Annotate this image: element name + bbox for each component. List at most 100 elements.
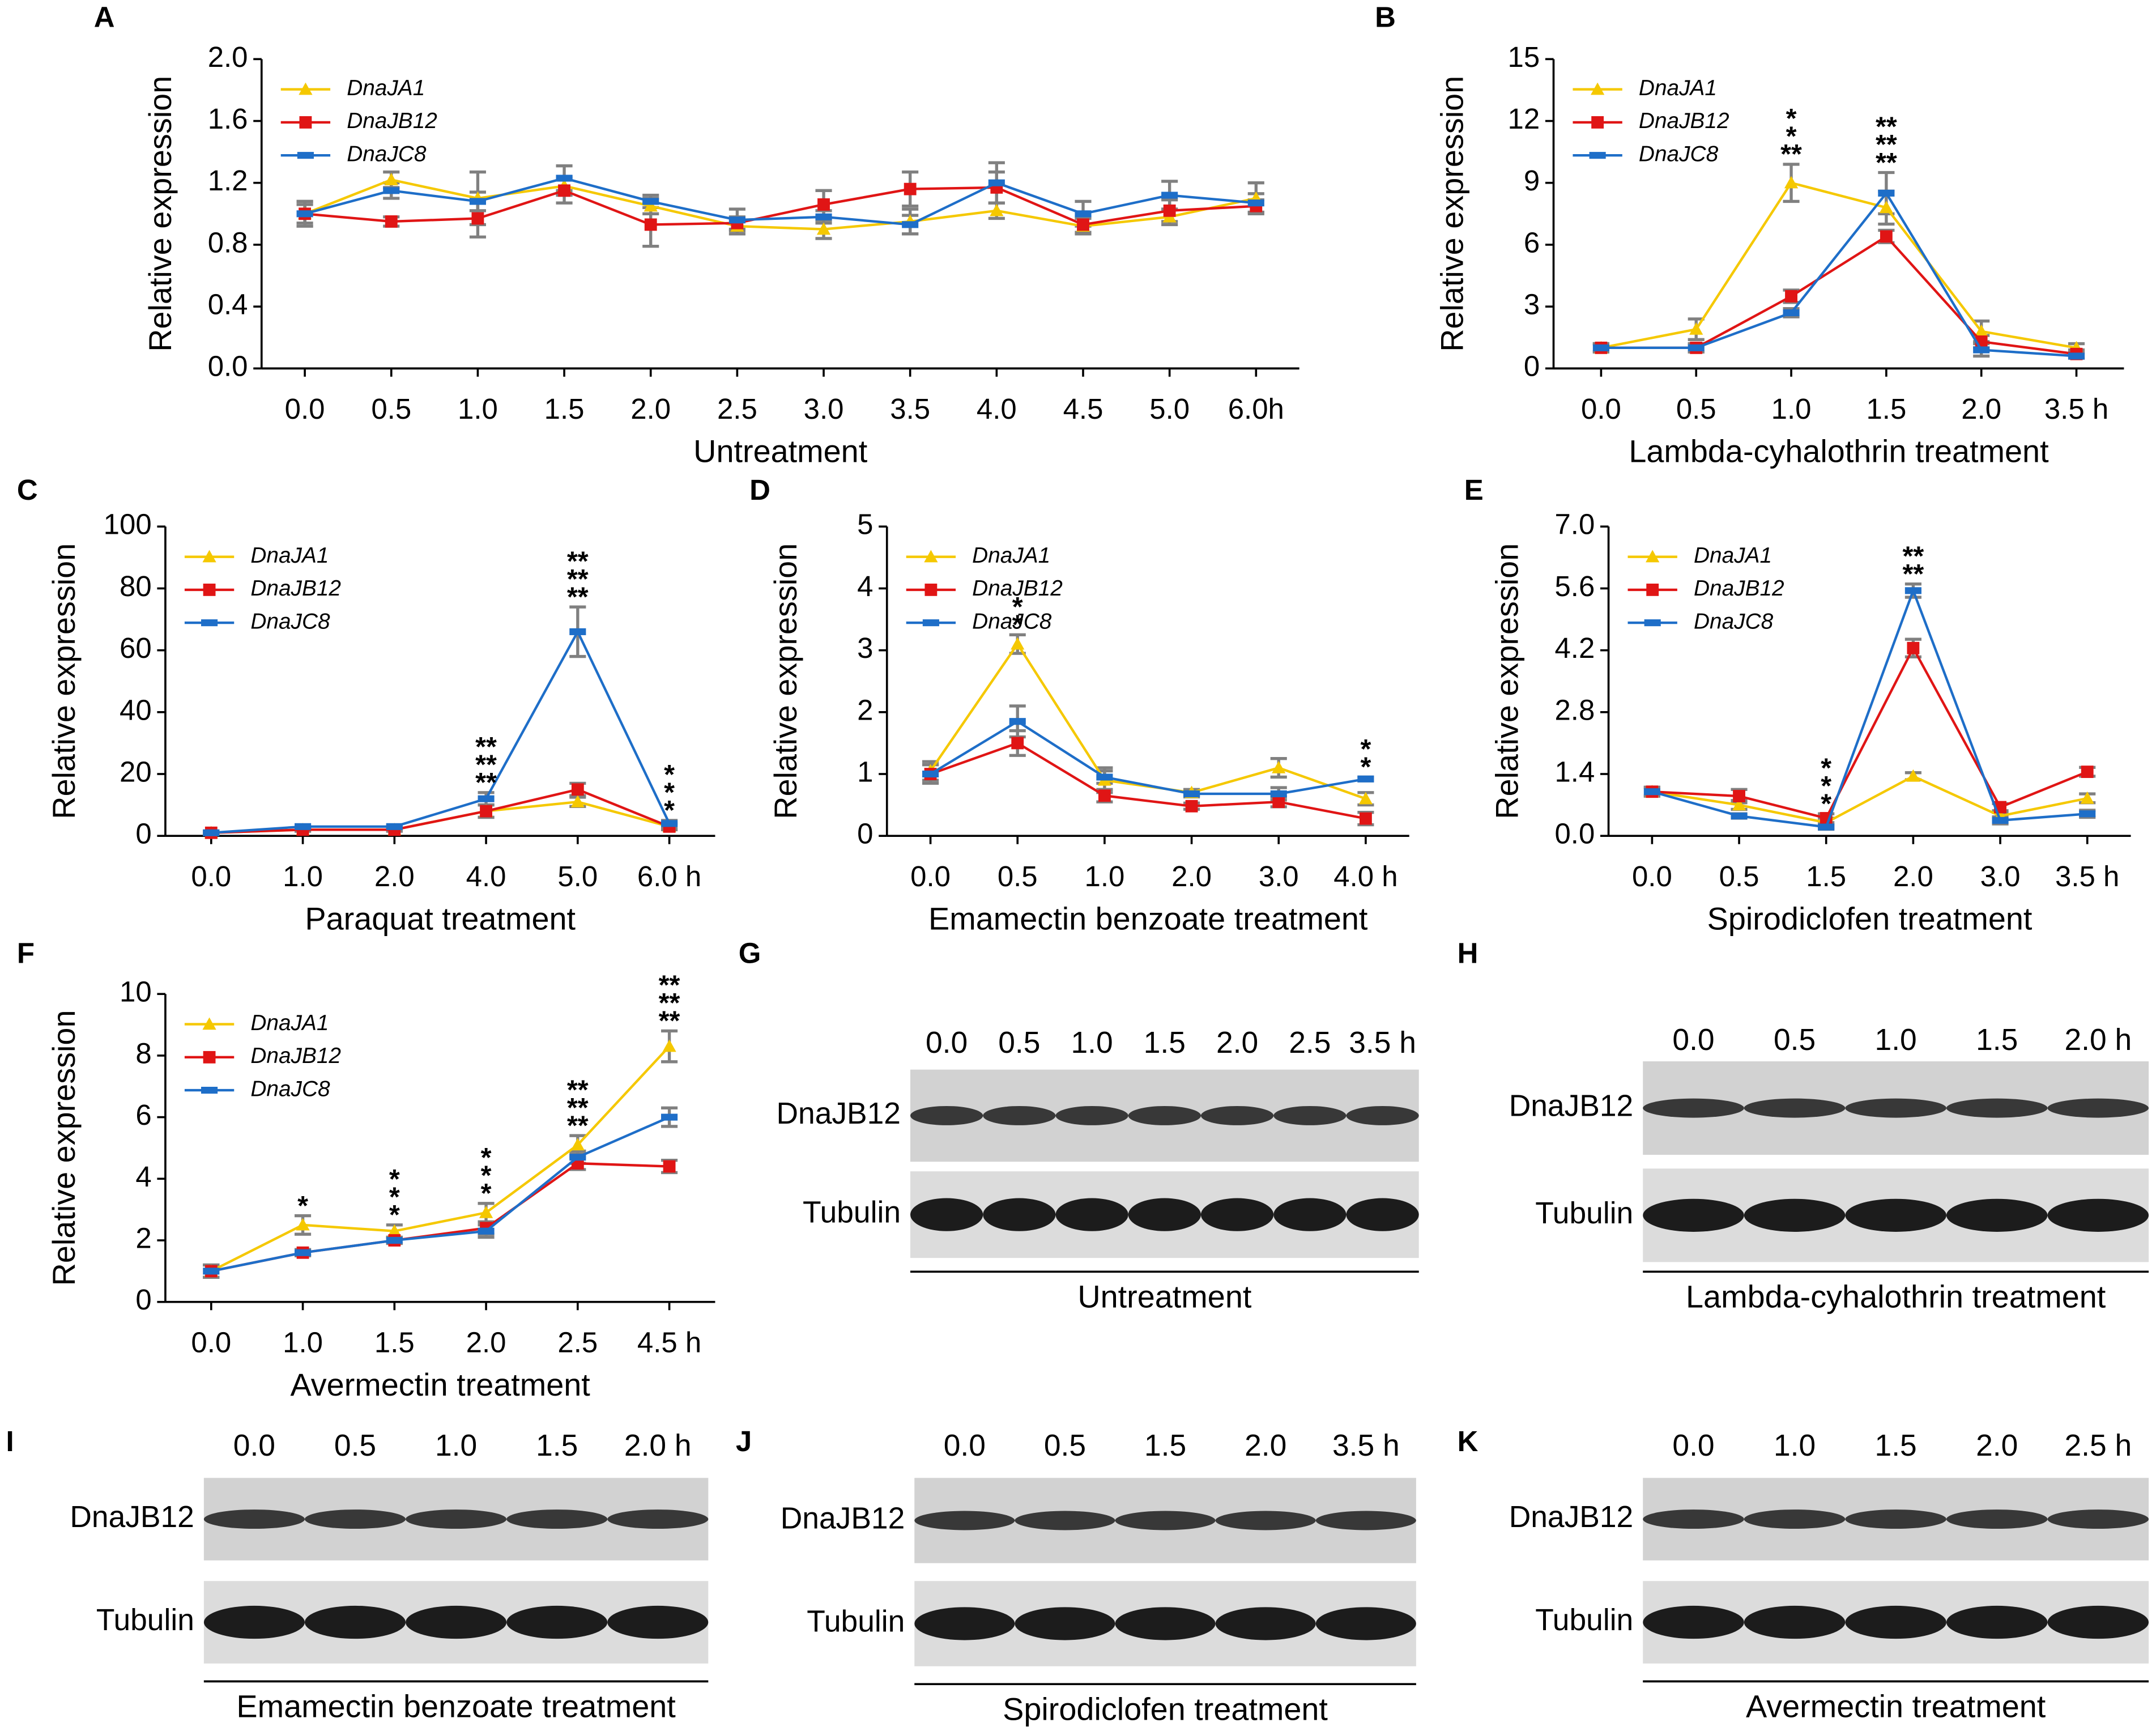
panel-letter: A [94,1,115,33]
significance-label: * [1012,592,1023,622]
marker-dash [1731,813,1748,820]
row-label: Tubulin [1535,1604,1633,1637]
x-tick-label: 2.0 [374,860,415,892]
marker-triangle [990,203,1004,216]
marker-dash [1878,189,1895,197]
lane-label: 1.0 [1875,1023,1917,1057]
marker-square [203,583,216,596]
marker-square [2081,766,2094,779]
y-tick-label: 0.8 [208,226,248,258]
significance-label: * [664,795,675,826]
legend-label: DnaJC8 [347,142,427,166]
y-tick-label: 0.0 [1554,818,1595,850]
marker-dash [1592,344,1609,351]
x-tick-label: 3.5 h [2055,860,2119,892]
y-tick-label: 5.6 [1554,570,1595,602]
blot-band [1200,1198,1274,1231]
x-tick-label: 3.5 h [2044,393,2108,425]
significance-label: ** [1876,112,1897,142]
y-tick-label: 10 [120,976,152,1008]
series-line [1652,645,2088,820]
blot-band [506,1605,608,1639]
y-tick-label: 7.0 [1554,508,1595,541]
marker-dash [661,820,678,827]
panel-letter: G [739,937,761,969]
x-tick-label: 1.0 [1085,860,1125,892]
blot-caption: Untreatment [1077,1279,1252,1315]
significance-label: ** [567,546,589,576]
series-line [929,641,1366,800]
y-tick-label: 15 [1508,41,1540,73]
y-tick-label: 4.2 [1554,632,1595,664]
significance-label: * [664,777,675,808]
significance-label: ** [659,970,680,1001]
marker-square [1163,204,1176,217]
blot-band [1015,1607,1115,1640]
marker-dash [203,829,220,836]
lane-label: 2.0 [1216,1026,1258,1060]
series-line [1651,587,2087,828]
x-tick-label: 0.0 [910,860,951,892]
marker-dash [297,152,314,159]
series-line [211,788,670,834]
blot-band [2047,1198,2149,1232]
significance-label: ** [475,732,497,762]
marker-triangle [1732,798,1746,811]
legend-label: DnaJA1 [250,543,329,568]
y-axis-label: Relative expression [46,1010,82,1286]
legend-label: DnaJC8 [250,1077,330,1101]
legend-label: DnaJC8 [972,609,1052,633]
blot-band [506,1509,608,1529]
marker-square [385,215,398,228]
legend-label: DnaJB12 [250,576,341,601]
marker-dash [478,795,495,802]
y-axis-label: Relative expression [768,543,803,819]
blot-band [1946,1605,2048,1639]
marker-dash [1643,788,1660,796]
marker-dash [728,216,745,224]
x-tick-label: 0.0 [1632,860,1672,892]
marker-dash [1096,773,1113,781]
lane-label: 1.0 [1071,1026,1113,1060]
y-axis-label: Relative expression [1489,543,1525,819]
series-line [930,720,1366,796]
blot-band [1744,1098,1846,1118]
significance-label: * [1821,771,1831,801]
x-tick-label: 1.5 [544,393,585,425]
marker-square [299,116,312,129]
marker-square [480,805,492,818]
marker-dash [201,1086,218,1094]
y-axis-label: Relative expression [46,543,82,819]
marker-dash [922,770,939,778]
marker-square [571,783,584,796]
marker-triangle [384,173,398,185]
panel-letter: C [17,474,38,506]
x-tick-label: 0.0 [1581,393,1621,425]
marker-triangle [1358,792,1373,805]
significance-label: * [1821,788,1831,819]
significance-label: ** [1876,129,1897,160]
x-axis-label: Spirodiclofen treatment [1707,900,2033,936]
x-tick-label: 3.0 [1259,860,1299,892]
marker-dash [1973,346,1990,354]
marker-triangle [387,1224,402,1237]
series-line [1652,775,2088,824]
significance-label: * [389,1182,400,1213]
marker-dash [1009,718,1026,725]
blot-band [910,1198,983,1231]
significance-label: * [389,1164,400,1194]
marker-square [1359,812,1372,825]
x-tick-label: 2.0 [1893,860,1933,892]
marker-dash [201,619,218,627]
marker-dash [386,823,403,830]
x-tick-label: 4.0 [466,860,506,892]
lane-label: 0.5 [998,1026,1040,1060]
x-tick-label: 3.5 [890,393,930,425]
significance-label: * [1786,103,1797,134]
marker-dash [556,175,573,182]
marker-triangle [1784,176,1799,189]
significance-label: * [1360,734,1371,764]
lane-label: 0.0 [944,1429,986,1462]
x-axis-label: Avermectin treatment [291,1367,591,1402]
x-tick-label: 0.5 [1676,393,1716,425]
